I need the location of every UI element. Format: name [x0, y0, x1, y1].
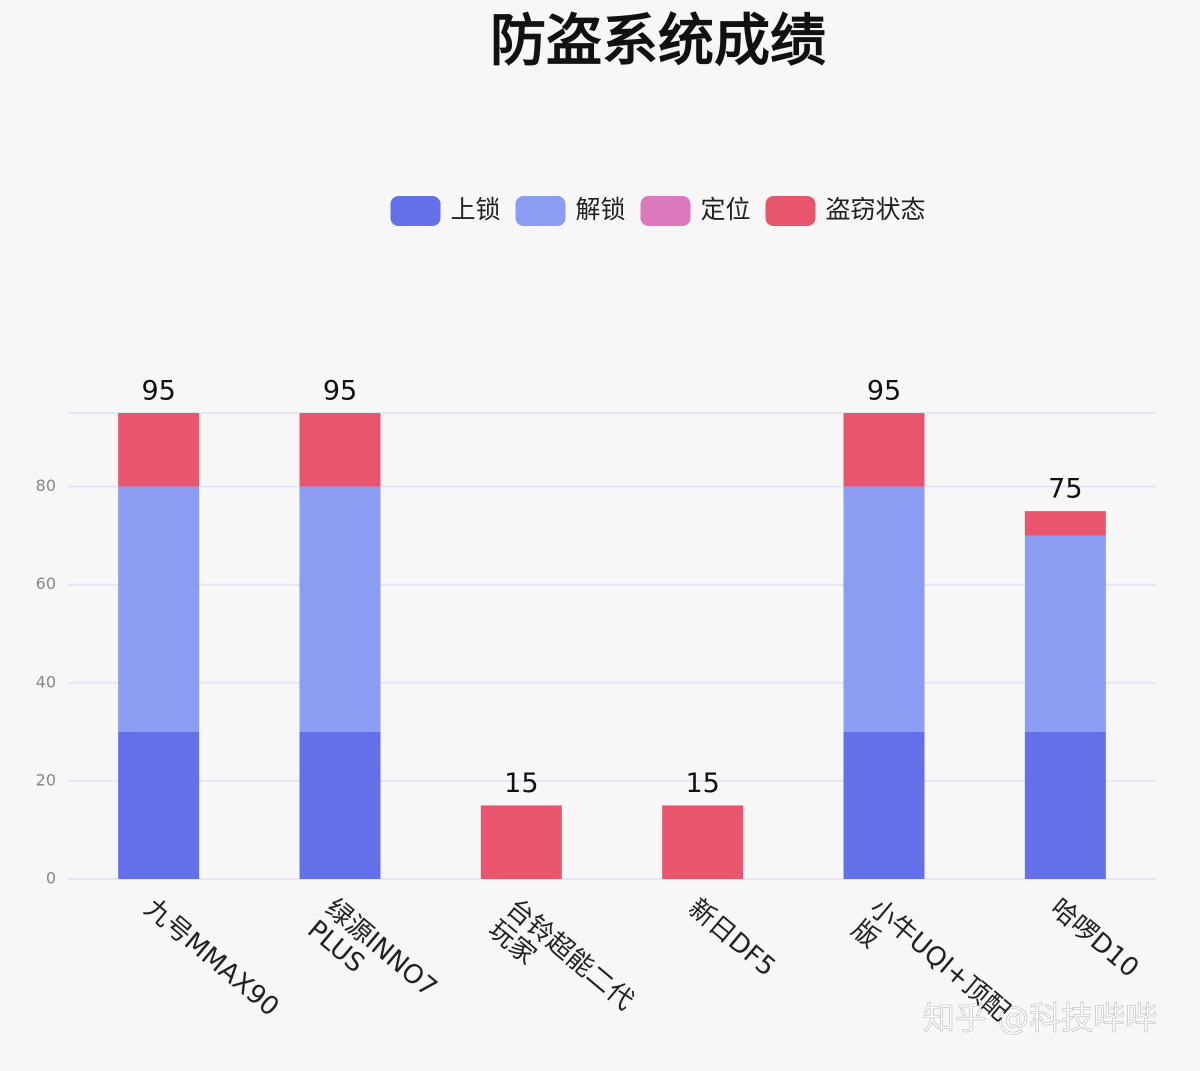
y-tick-label: 0 [46, 869, 56, 888]
watermark: 知乎 @科技哔哔 [923, 999, 1157, 1037]
legend-label: 解锁 [576, 195, 626, 224]
bar-segment [843, 731, 925, 879]
bar-segment [118, 731, 200, 879]
legend-swatch [390, 196, 441, 226]
y-tick-label: 40 [36, 672, 56, 691]
legend-swatch [640, 196, 691, 226]
bar-segment [662, 805, 744, 879]
total-label: 95 [867, 376, 901, 407]
total-label: 95 [323, 376, 357, 407]
bar-segment [118, 413, 200, 487]
bar-segment [843, 486, 925, 732]
total-label: 95 [141, 376, 175, 407]
legend-swatch [765, 196, 816, 226]
bar-segment [480, 805, 562, 879]
chart-title: 防盗系统成绩 [490, 9, 826, 74]
bar-segment [1024, 731, 1106, 879]
bar-segment [1024, 511, 1106, 536]
legend-swatch [515, 196, 566, 226]
y-tick-label: 20 [36, 770, 56, 789]
y-tick-label: 80 [36, 476, 56, 495]
total-label: 75 [1048, 474, 1082, 505]
legend-label: 定位 [701, 195, 751, 224]
total-label: 15 [685, 768, 719, 799]
total-label: 15 [504, 768, 538, 799]
y-tick-label: 60 [36, 574, 56, 593]
bar-segment [1024, 535, 1106, 732]
bar-segment [299, 731, 381, 879]
bar-segment [118, 486, 200, 732]
legend-label: 上锁 [451, 195, 501, 224]
bar-segment [843, 413, 925, 487]
bar-segment [299, 486, 381, 732]
legend-label: 盗窃状态 [826, 195, 926, 224]
bar-segment [299, 413, 381, 487]
